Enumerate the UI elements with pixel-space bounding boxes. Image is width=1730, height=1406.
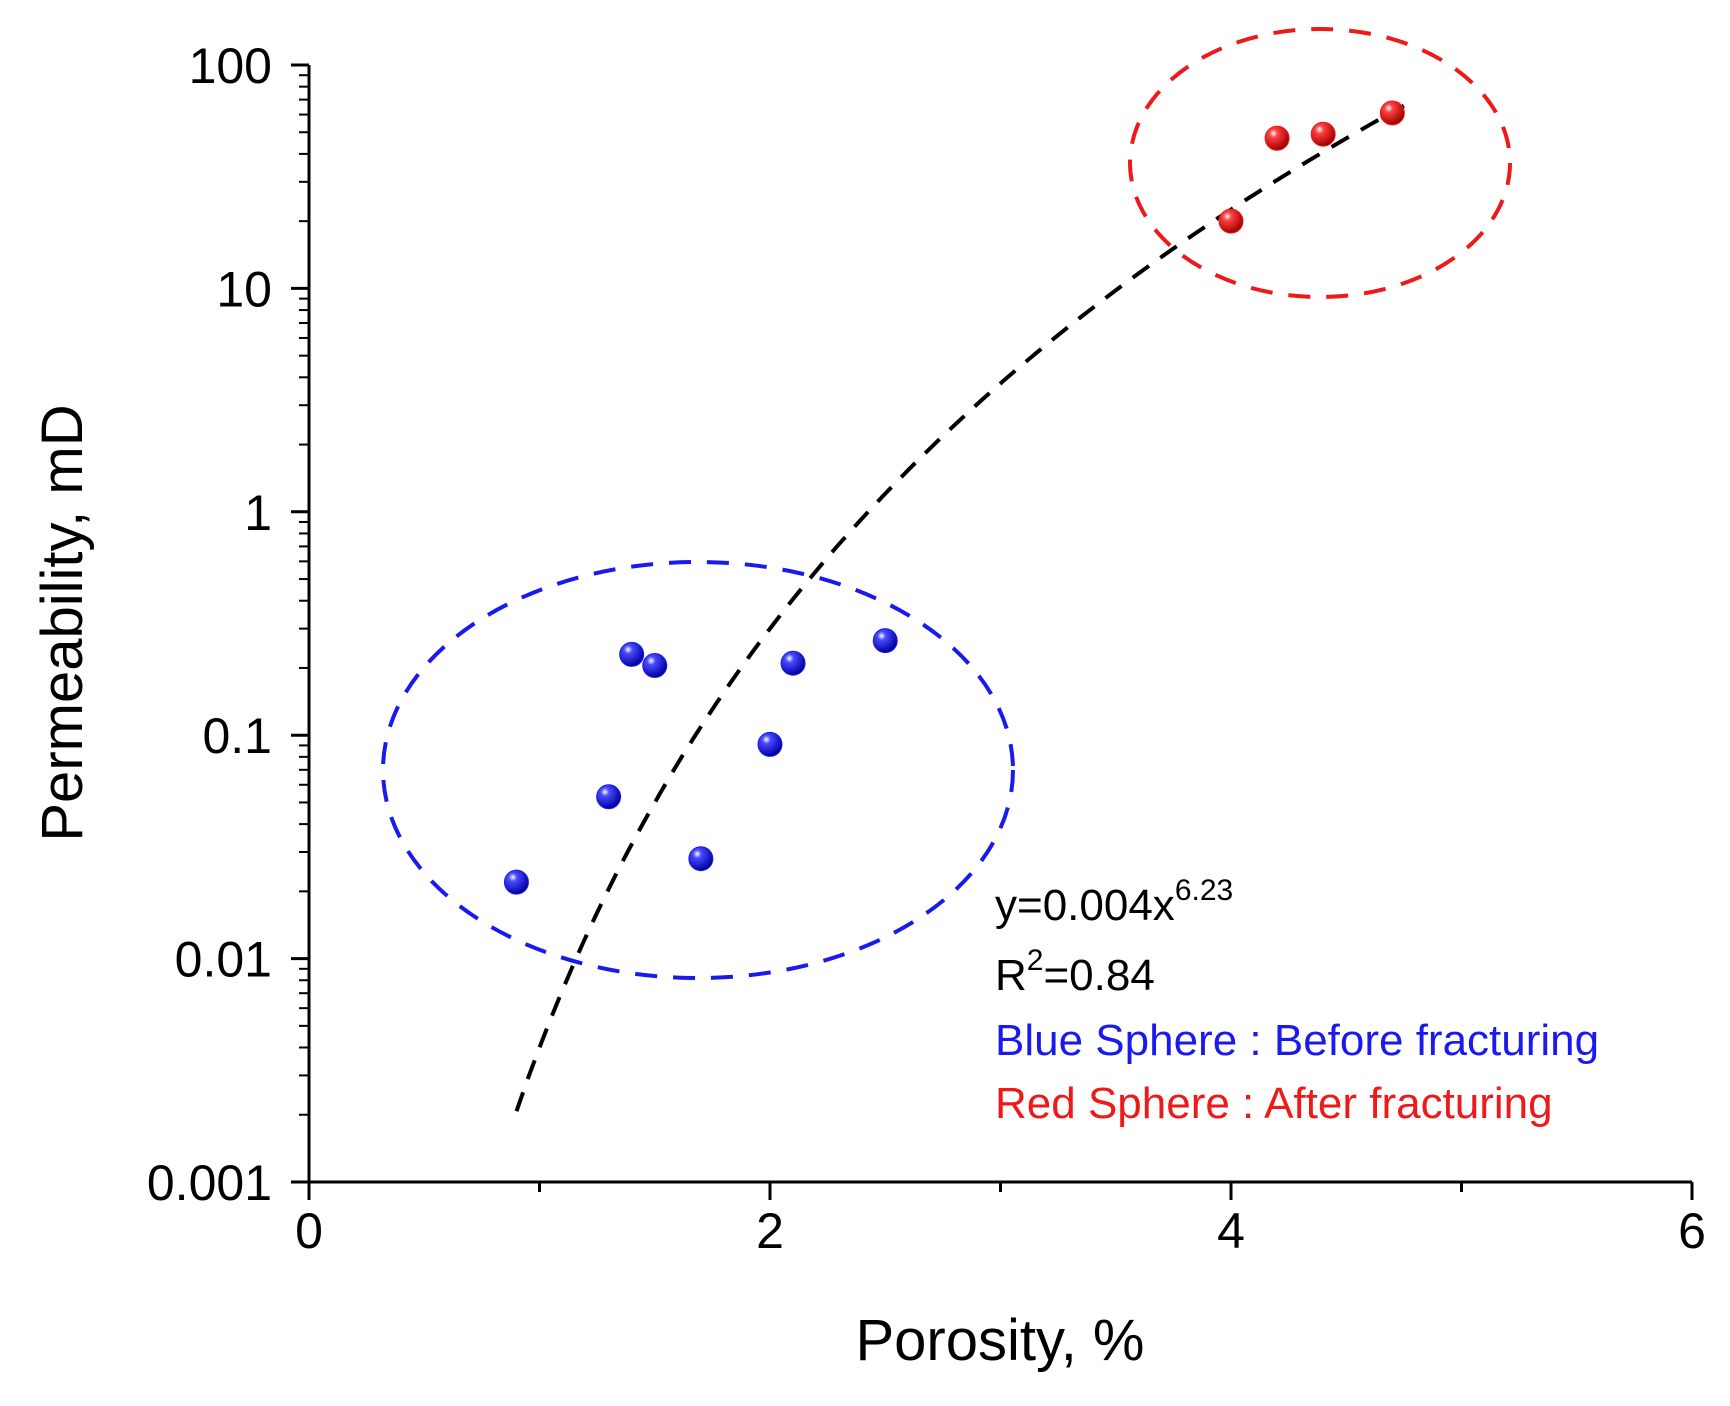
fit-equation: y=0.004x6.23: [995, 874, 1233, 930]
power-fit-line: [514, 103, 1405, 1112]
after-fracturing-point: [1218, 208, 1244, 234]
y-tick-label: 1: [244, 485, 272, 541]
before-fracturing-point: [619, 641, 645, 667]
legend-after-fracturing: Red Sphere : After fracturing: [995, 1079, 1553, 1128]
data-points: [503, 100, 1405, 895]
y-tick-labels: 0.001 0.01 0.1 1 10 100: [147, 38, 272, 1211]
x-tick-label: 0: [295, 1203, 323, 1259]
y-tick-label: 0.001: [147, 1155, 272, 1211]
x-axis-title: Porosity, %: [855, 1308, 1144, 1373]
y-tick-label: 10: [216, 261, 272, 317]
r2-exponent: 2: [1027, 944, 1044, 977]
legend-before-fracturing: Blue Sphere : Before fracturing: [995, 1016, 1599, 1065]
fit-r-squared: R2=0.84: [995, 944, 1155, 1000]
before-fracturing-point: [872, 628, 898, 654]
ticks: [291, 63, 1694, 1200]
r2-base: R: [995, 951, 1027, 1000]
before-fracturing-point: [688, 846, 714, 872]
before-fracturing-point: [757, 731, 783, 757]
y-tick-label: 0.1: [202, 708, 272, 764]
x-tick-labels: 0 2 4 6: [295, 1203, 1706, 1259]
y-tick-label: 0.01: [175, 932, 272, 988]
after-fracturing-point: [1310, 121, 1336, 147]
y-axis-title: Permeability, mD: [30, 404, 95, 841]
after-fracturing-point: [1379, 100, 1405, 126]
x-tick-label: 4: [1217, 1203, 1245, 1259]
after-group-ellipse: [1128, 27, 1512, 299]
x-tick-label: 2: [756, 1203, 784, 1259]
fit-equation-exponent: 6.23: [1175, 874, 1233, 907]
before-fracturing-point: [596, 784, 622, 810]
before-fracturing-point: [503, 869, 529, 895]
after-fracturing-point: [1264, 125, 1290, 151]
y-tick-label: 100: [189, 38, 272, 94]
before-fracturing-point: [780, 650, 806, 676]
axes: [307, 65, 1692, 1184]
r2-value: =0.84: [1043, 951, 1154, 1000]
before-group-ellipse: [381, 560, 1015, 980]
fit-equation-base: y=0.004x: [995, 881, 1175, 930]
before-fracturing-point: [642, 653, 668, 679]
x-tick-label: 6: [1678, 1203, 1706, 1259]
